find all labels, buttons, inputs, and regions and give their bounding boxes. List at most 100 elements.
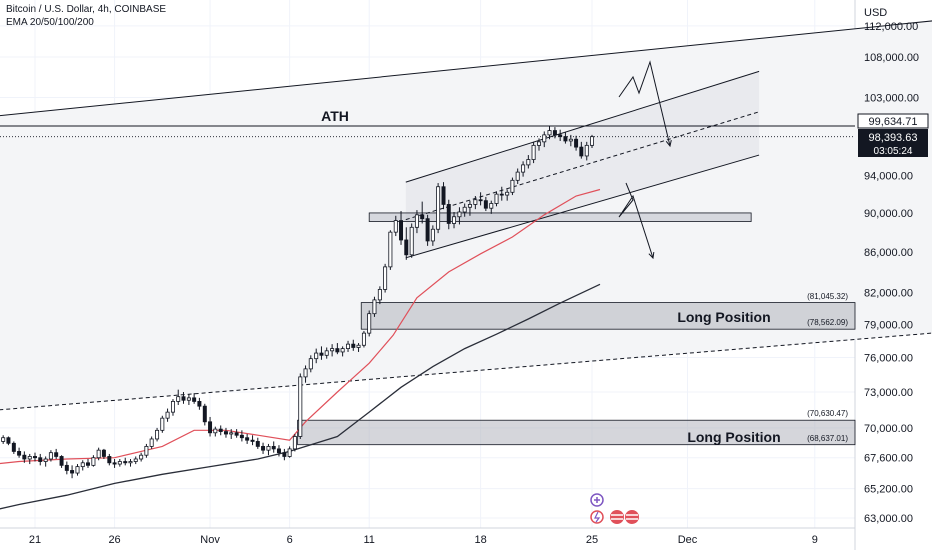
- candle-body: [494, 193, 499, 204]
- time-axis[interactable]: 21 26 Nov 6 11 18 25 Dec 9: [29, 534, 818, 546]
- candle-body: [563, 136, 568, 142]
- candle-body: [399, 220, 404, 241]
- candle-body: [271, 446, 276, 450]
- candle-body: [558, 134, 563, 138]
- candle-body: [287, 448, 292, 457]
- candle-body: [499, 193, 504, 196]
- candle-body: [361, 332, 366, 346]
- candle-body: [107, 456, 112, 464]
- candle-body: [414, 214, 419, 228]
- bearish-projection-arrow: [618, 182, 654, 259]
- candle-body: [351, 343, 356, 348]
- ema-lines: [0, 188, 601, 510]
- candle-body: [176, 396, 181, 402]
- candle-body: [139, 454, 144, 460]
- flash-icon[interactable]: [590, 510, 604, 524]
- candle-body: [425, 218, 430, 242]
- candle-body: [96, 449, 101, 459]
- channel-upper: [405, 70, 760, 183]
- candle-body: [22, 454, 27, 460]
- channel-fill: [405, 71, 760, 258]
- indicator-header: EMA 20/50/100/200: [6, 17, 94, 28]
- y-tick-label: 94,000.00: [864, 171, 913, 183]
- zone-label-lower-bottom: (68,637.01): [807, 434, 848, 443]
- candle-body: [462, 206, 467, 213]
- x-tick-label: 6: [287, 534, 293, 546]
- upper-trendline: [0, 20, 932, 117]
- candle-body: [510, 179, 515, 193]
- candle-body: [133, 458, 138, 462]
- candle-body: [208, 421, 213, 434]
- candles: [1, 125, 594, 479]
- currency-label: USD: [864, 7, 887, 19]
- candle-body: [186, 397, 191, 401]
- candle-body: [319, 352, 324, 356]
- candle-body: [48, 452, 53, 460]
- x-tick-label: Nov: [200, 534, 220, 546]
- bullish-projection-arrow: [618, 60, 671, 147]
- add-indicator-icon[interactable]: [590, 493, 604, 507]
- zones: [0, 20, 932, 446]
- candle-body: [128, 461, 133, 464]
- y-tick-label: 112,000.00: [864, 21, 918, 33]
- symbol-header: Bitcoin / U.S. Dollar, 4h, COINBASE: [6, 4, 167, 15]
- candle-body: [234, 432, 239, 436]
- candle-body: [505, 191, 510, 196]
- candle-body: [430, 228, 435, 242]
- candle-body: [531, 144, 536, 160]
- candle-body: [388, 231, 393, 268]
- candle-body: [340, 348, 345, 353]
- candle-body: [64, 464, 69, 471]
- candle-body: [436, 186, 441, 230]
- candle-body: [590, 136, 594, 146]
- us-flag-icon[interactable]: [610, 510, 624, 524]
- candle-body: [579, 146, 584, 157]
- candle-body: [298, 376, 303, 437]
- y-tick-label: 73,000.00: [864, 387, 913, 399]
- bearish-projection-arrow-head: [648, 251, 655, 260]
- y-tick-label: 82,000.00: [864, 288, 913, 300]
- zone-rect: [297, 419, 856, 446]
- candle-body: [229, 432, 234, 435]
- candle-body: [202, 405, 207, 423]
- candle-body: [335, 348, 340, 353]
- us-flag-icon-2[interactable]: [625, 510, 639, 524]
- long-position-label-lower: Long Position: [687, 429, 780, 445]
- countdown-text: 03:05:24: [874, 146, 913, 157]
- ema-long-line: [0, 283, 601, 510]
- candle-body: [478, 199, 483, 202]
- candle-body: [239, 434, 244, 439]
- candle-body: [356, 344, 361, 348]
- candle-body: [101, 449, 106, 457]
- candle-body: [515, 171, 520, 181]
- trend-lines: [0, 20, 932, 411]
- price-axis[interactable]: 112,000.00 108,000.00 103,000.00 94,000.00 9…: [864, 21, 919, 525]
- candle-body: [1, 437, 6, 442]
- candle-body: [112, 462, 117, 465]
- candle-body: [372, 299, 377, 315]
- candle-body: [404, 239, 409, 256]
- candle-body: [54, 452, 59, 457]
- candle-body: [574, 138, 579, 148]
- x-tick-label: Dec: [678, 534, 698, 546]
- ema-short-line: [0, 188, 601, 465]
- candle-body: [38, 457, 43, 462]
- candle-body: [218, 428, 223, 432]
- candle-body: [467, 204, 472, 208]
- y-tick-label: 70,000.00: [864, 423, 913, 435]
- x-tick-label: 18: [474, 534, 486, 546]
- candle-body: [393, 220, 398, 233]
- candle-body: [367, 313, 372, 334]
- candle-body: [59, 456, 64, 466]
- candle-body: [446, 204, 451, 224]
- candle-body: [144, 446, 149, 456]
- candle-body: [346, 343, 351, 349]
- candle-body: [149, 438, 154, 447]
- y-tick-label: 76,000.00: [864, 353, 913, 365]
- candle-body: [473, 199, 478, 205]
- candle-body: [6, 437, 11, 444]
- candle-body: [11, 442, 16, 452]
- candle-body: [383, 266, 388, 290]
- x-tick-label: 11: [363, 534, 374, 546]
